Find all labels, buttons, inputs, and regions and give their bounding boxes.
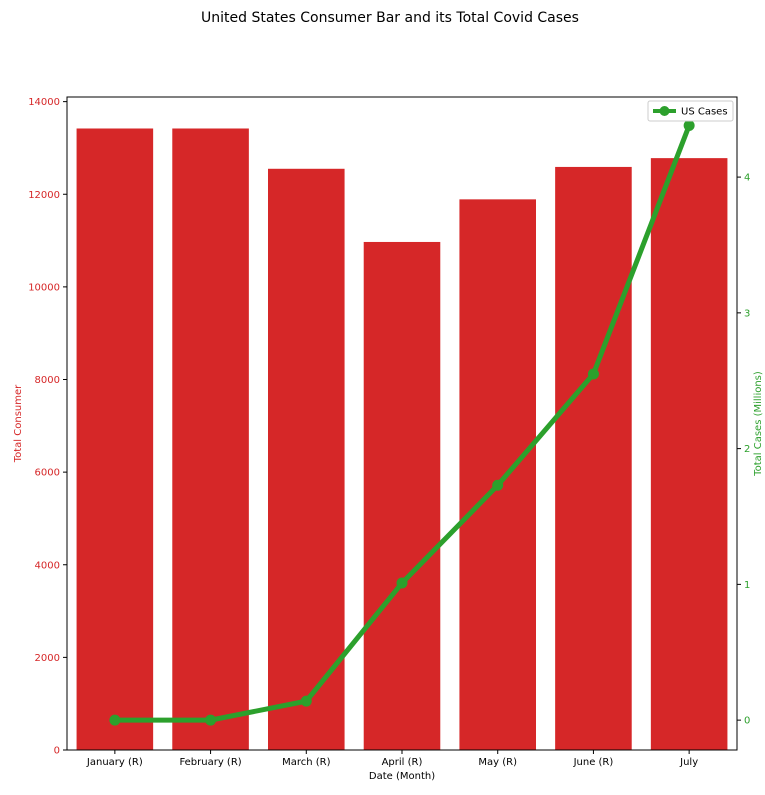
x-axis-label: Date (Month) bbox=[369, 771, 435, 782]
bar-6 bbox=[650, 158, 728, 751]
bar-1 bbox=[172, 128, 249, 751]
us-cases-point-1 bbox=[205, 714, 217, 726]
legend-box bbox=[647, 100, 734, 122]
x-tick-label-5: June (R) bbox=[573, 757, 614, 768]
bars-layer bbox=[76, 128, 728, 751]
x-tick-label-3: April (R) bbox=[382, 757, 423, 768]
bar-2 bbox=[268, 168, 345, 750]
right-y-axis: 0 1 2 3 4 bbox=[737, 173, 750, 727]
line-layer bbox=[109, 120, 695, 726]
chart-title: United States Consumer Bar and its Total… bbox=[201, 10, 579, 26]
x-tick-label-4: May (R) bbox=[478, 757, 517, 768]
x-tick-label-6: July bbox=[679, 757, 698, 768]
bar-5 bbox=[555, 166, 632, 750]
left-tick-label-3: 6000 bbox=[35, 468, 60, 479]
left-tick-label-0: 0 bbox=[54, 746, 60, 757]
us-cases-point-2 bbox=[300, 695, 312, 707]
left-y-axis: 0 2000 4000 6000 8000 10000 12000 14000 bbox=[28, 97, 67, 757]
x-tick-label-1: February (R) bbox=[179, 757, 241, 768]
us-cases-point-6 bbox=[683, 120, 695, 132]
bar-3 bbox=[363, 241, 441, 751]
right-tick-label-4: 4 bbox=[744, 173, 750, 184]
left-tick-label-6: 12000 bbox=[28, 190, 60, 201]
left-tick-label-1: 2000 bbox=[35, 653, 60, 664]
legend: US Cases bbox=[647, 100, 734, 122]
right-tick-label-1: 1 bbox=[744, 580, 750, 591]
x-tick-label-0: January (R) bbox=[86, 757, 143, 768]
right-tick-label-2: 2 bbox=[744, 444, 750, 455]
legend-marker-swatch bbox=[659, 106, 670, 116]
us-cases-point-4 bbox=[492, 479, 504, 491]
legend-entry-us-cases: US Cases bbox=[681, 107, 728, 118]
left-tick-label-2: 4000 bbox=[35, 560, 60, 571]
left-tick-label-4: 8000 bbox=[35, 375, 60, 386]
us-cases-point-3 bbox=[396, 577, 408, 589]
left-tick-label-7: 14000 bbox=[28, 97, 60, 108]
right-tick-label-3: 3 bbox=[744, 308, 750, 319]
right-y-axis-label: Total Cases (Millions) bbox=[753, 371, 764, 477]
bar-4 bbox=[459, 199, 536, 751]
us-cases-point-5 bbox=[587, 368, 599, 380]
us-cases-point-0 bbox=[109, 714, 121, 726]
left-tick-label-5: 10000 bbox=[28, 282, 60, 293]
bar-0 bbox=[76, 128, 154, 751]
left-y-axis-label: Total Consumer bbox=[13, 384, 24, 463]
x-axis: January (R) February (R) March (R) April (R… bbox=[86, 750, 698, 768]
right-tick-label-0: 0 bbox=[744, 716, 750, 727]
x-tick-label-2: March (R) bbox=[282, 757, 331, 768]
